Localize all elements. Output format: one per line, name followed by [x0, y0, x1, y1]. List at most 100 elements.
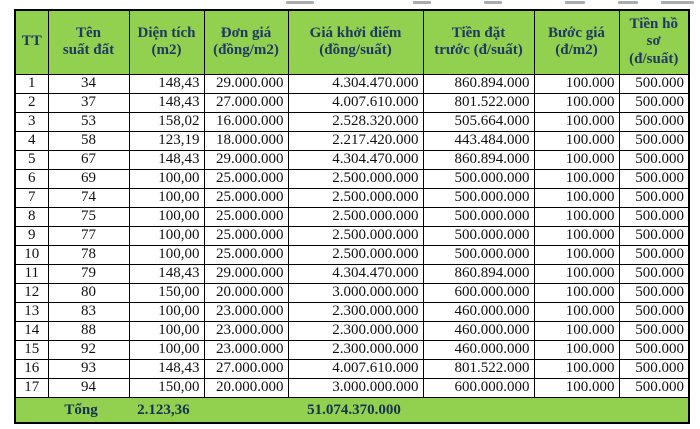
cell-ten-suat-dat: 88 [47, 320, 130, 341]
cell-tien-ho-so: 500.000 [618, 130, 690, 151]
cell-buoc-gia: 100.000 [533, 225, 620, 246]
cell-tt: 2 [14, 92, 49, 113]
cell-gia-khoi-diem: 2.528.320.000 [287, 111, 424, 132]
cell-gia-khoi-diem: 2.300.000.000 [287, 339, 424, 360]
cell-don-gia: 29.000.000 [203, 263, 289, 284]
cell-tien-dat-truoc: 860.894.000 [422, 149, 535, 170]
table-row: 10 78 100,00 25.000.000 2.500.000.000 500.000… [14, 244, 690, 265]
cell-tien-dat-truoc: 500.000.000 [422, 168, 535, 189]
cell-buoc-gia: 100.000 [533, 73, 620, 94]
table-row: 16 93 148,43 27.000.000 4.007.610.000 801.522… [14, 358, 690, 379]
cell-ten-suat-dat: 83 [47, 301, 130, 322]
cell-gia-khoi-diem: 4.007.610.000 [287, 92, 424, 113]
cell-buoc-gia: 100.000 [533, 377, 620, 398]
column-header-tien-ho-so: Tiền hồ sơ (đ/suất) [618, 9, 690, 75]
cell-gia-khoi-diem: 2.500.000.000 [287, 244, 424, 265]
remnant-mark [413, 1, 431, 4]
cell-dien-tich: 123,19 [128, 130, 205, 151]
table-row: 4 58 123,19 18.000.000 2.217.420.000 443.484.… [14, 130, 690, 151]
cell-tt: 9 [14, 225, 49, 246]
cell-tien-dat-truoc: 500.000.000 [422, 206, 535, 227]
cell-tt: 6 [14, 168, 49, 189]
cell-don-gia: 23.000.000 [203, 301, 289, 322]
cell-tien-dat-truoc: 505.664.000 [422, 111, 535, 132]
cell-dien-tich: 150,00 [128, 377, 205, 398]
cell-dien-tich: 100,00 [128, 339, 205, 360]
cell-dien-tich: 148,43 [128, 92, 205, 113]
table-row: 6 69 100,00 25.000.000 2.500.000.000 500.000.… [14, 168, 690, 189]
cell-tien-dat-truoc: 600.000.000 [422, 282, 535, 303]
cell-ten-suat-dat: 79 [47, 263, 130, 284]
cell-tien-dat-truoc: 460.000.000 [422, 301, 535, 322]
total-row: Tổng 2.123,36 51.074.370.000 [14, 396, 690, 423]
cell-ten-suat-dat: 78 [47, 244, 130, 265]
cell-buoc-gia: 100.000 [533, 320, 620, 341]
table-row: 7 74 100,00 25.000.000 2.500.000.000 500.000.… [14, 187, 690, 208]
cell-don-gia: 25.000.000 [203, 225, 289, 246]
cell-buoc-gia: 100.000 [533, 301, 620, 322]
cell-don-gia: 25.000.000 [203, 206, 289, 227]
cell-buoc-gia: 100.000 [533, 244, 620, 265]
cell-ten-suat-dat: 92 [47, 339, 130, 360]
column-header-don-gia: Đơn giá (đồng/m2) [203, 9, 289, 75]
cell-don-gia: 18.000.000 [203, 130, 289, 151]
total-area-value: 2.123,36 [137, 401, 190, 418]
cell-gia-khoi-diem: 2.300.000.000 [287, 320, 424, 341]
cell-tien-ho-so: 500.000 [618, 73, 690, 94]
cell-buoc-gia: 100.000 [533, 111, 620, 132]
cell-tt: 5 [14, 149, 49, 170]
cell-don-gia: 29.000.000 [203, 149, 289, 170]
table-row: 2 37 148,43 27.000.000 4.007.610.000 801.522.… [14, 92, 690, 113]
cell-ten-suat-dat: 80 [47, 282, 130, 303]
cell-ten-suat-dat: 75 [47, 206, 130, 227]
cell-tien-ho-so: 500.000 [618, 187, 690, 208]
remnant-mark [618, 1, 638, 4]
column-header-dien-tich: Diện tích (m2) [128, 9, 205, 75]
cell-dien-tich: 100,00 [128, 244, 205, 265]
cell-tt: 3 [14, 111, 49, 132]
land-plot-auction-table: TT Tên suất đất Diện tích (m2) Đơn giá (đồn… [14, 9, 690, 424]
table-row: 12 80 150,00 20.000.000 3.000.000.000 600.000… [14, 282, 690, 303]
cell-buoc-gia: 100.000 [533, 282, 620, 303]
cell-ten-suat-dat: 34 [47, 73, 130, 94]
cell-tien-ho-so: 500.000 [618, 320, 690, 341]
cell-gia-khoi-diem: 3.000.000.000 [287, 282, 424, 303]
cell-gia-khoi-diem: 2.500.000.000 [287, 206, 424, 227]
total-row-cell: Tổng 2.123,36 51.074.370.000 [14, 396, 690, 423]
table-row: 11 79 148,43 29.000.000 4.304.470.000 860.894… [14, 263, 690, 284]
cell-gia-khoi-diem: 4.304.470.000 [287, 73, 424, 94]
cell-tien-dat-truoc: 443.484.000 [422, 130, 535, 151]
cell-don-gia: 25.000.000 [203, 244, 289, 265]
cell-dien-tich: 148,43 [128, 358, 205, 379]
cell-ten-suat-dat: 58 [47, 130, 130, 151]
cell-dien-tich: 100,00 [128, 206, 205, 227]
cell-tien-ho-so: 500.000 [618, 358, 690, 379]
cell-tien-dat-truoc: 801.522.000 [422, 92, 535, 113]
cell-don-gia: 27.000.000 [203, 92, 289, 113]
cell-ten-suat-dat: 37 [47, 92, 130, 113]
cell-gia-khoi-diem: 2.500.000.000 [287, 187, 424, 208]
cell-tt: 16 [14, 358, 49, 379]
cell-tien-ho-so: 500.000 [618, 149, 690, 170]
cropped-text-remnant [0, 0, 700, 5]
cell-don-gia: 29.000.000 [203, 73, 289, 94]
cell-don-gia: 23.000.000 [203, 320, 289, 341]
cell-dien-tich: 100,00 [128, 187, 205, 208]
cell-tt: 15 [14, 339, 49, 360]
table-row: 13 83 100,00 23.000.000 2.300.000.000 460.000… [14, 301, 690, 322]
table-header-row: TT Tên suất đất Diện tích (m2) Đơn giá (đồn… [14, 9, 690, 75]
cell-tt: 13 [14, 301, 49, 322]
cell-gia-khoi-diem: 2.500.000.000 [287, 168, 424, 189]
cell-buoc-gia: 100.000 [533, 206, 620, 227]
cell-gia-khoi-diem: 4.304.470.000 [287, 263, 424, 284]
table-row: 3 53 158,02 16.000.000 2.528.320.000 505.664.… [14, 111, 690, 132]
table-row: 8 75 100,00 25.000.000 2.500.000.000 500.000.… [14, 206, 690, 227]
cell-tien-dat-truoc: 860.894.000 [422, 73, 535, 94]
cell-dien-tich: 100,00 [128, 168, 205, 189]
cell-buoc-gia: 100.000 [533, 92, 620, 113]
cell-don-gia: 16.000.000 [203, 111, 289, 132]
cell-tien-ho-so: 500.000 [618, 377, 690, 398]
cell-gia-khoi-diem: 4.007.610.000 [287, 358, 424, 379]
cell-tt: 8 [14, 206, 49, 227]
